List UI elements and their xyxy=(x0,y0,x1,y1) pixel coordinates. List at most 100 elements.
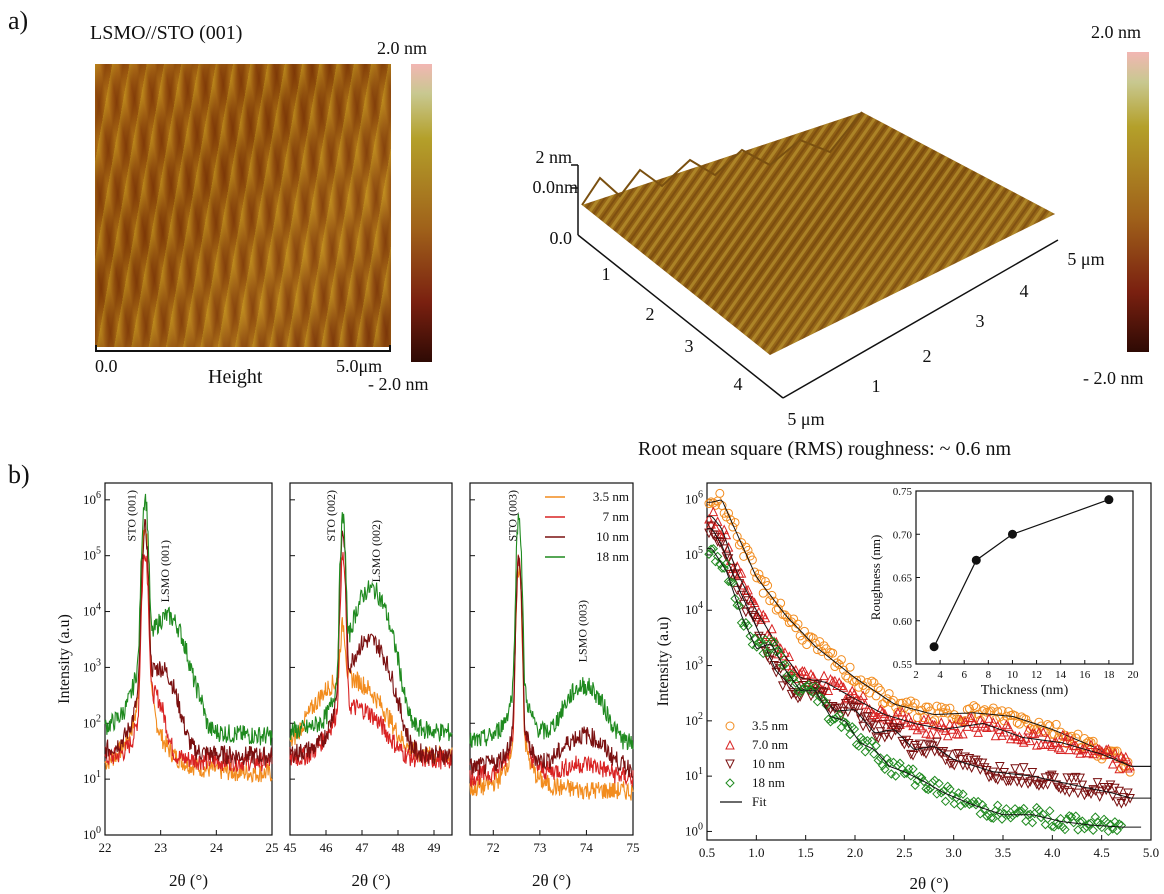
data-point xyxy=(977,758,988,769)
roughness-point xyxy=(1104,495,1114,505)
data-point xyxy=(725,577,736,587)
data-point xyxy=(971,755,981,766)
data-point xyxy=(1049,737,1059,748)
data-point xyxy=(717,563,727,573)
data-point xyxy=(819,695,829,706)
data-point xyxy=(1114,786,1125,797)
data-point xyxy=(1110,747,1120,758)
data-point xyxy=(1049,773,1059,783)
data-point xyxy=(967,710,977,720)
data-point xyxy=(1114,819,1124,829)
data-point xyxy=(825,673,836,684)
data-point xyxy=(823,685,834,695)
data-point xyxy=(1103,743,1114,754)
data-point xyxy=(845,662,855,672)
data-point xyxy=(993,707,1003,717)
data-point xyxy=(769,596,779,606)
xrd-series-line xyxy=(104,554,273,772)
data-point xyxy=(1120,751,1131,762)
data-point xyxy=(825,717,836,727)
y-tick-label: 0.75 xyxy=(893,486,913,498)
data-point xyxy=(1057,729,1068,740)
x-tick-label: 48 xyxy=(392,840,405,855)
data-point xyxy=(908,764,918,774)
data-point xyxy=(914,739,925,750)
data-point xyxy=(1025,777,1036,787)
data-point xyxy=(736,590,747,601)
fit-line xyxy=(707,528,1151,799)
y-tick-label: 106 xyxy=(685,490,703,507)
peak-annotation: STO (002) xyxy=(324,490,338,541)
data-point xyxy=(817,686,827,697)
data-point xyxy=(832,712,842,722)
data-point xyxy=(936,717,947,727)
data-point xyxy=(1107,758,1118,769)
data-point xyxy=(1036,721,1046,731)
data-point xyxy=(799,626,809,636)
data-point xyxy=(966,763,977,774)
data-point xyxy=(1045,721,1055,731)
data-point xyxy=(840,699,851,709)
x-axis-label: 2θ (°) xyxy=(169,871,208,890)
data-point xyxy=(925,729,936,739)
x-tick-label: 46 xyxy=(320,840,334,855)
data-point xyxy=(956,801,966,811)
data-point xyxy=(1001,719,1012,730)
y-tick-label: 105 xyxy=(83,546,101,563)
data-point xyxy=(751,611,762,622)
x-tick-label: 74 xyxy=(580,840,594,855)
data-point xyxy=(780,610,790,620)
data-point xyxy=(1073,825,1083,835)
data-point xyxy=(984,809,994,820)
data-point xyxy=(763,581,773,591)
colorbar1-min: - 2.0 nm xyxy=(368,374,429,394)
data-point xyxy=(1062,731,1072,741)
data-point xyxy=(721,558,732,569)
data-point xyxy=(860,712,871,723)
data-point xyxy=(958,789,968,799)
data-point xyxy=(773,661,784,672)
data-point xyxy=(1077,780,1088,791)
data-point xyxy=(888,757,899,768)
data-point xyxy=(955,755,966,765)
data-point xyxy=(1027,818,1038,828)
xrr-chart: 0.5 1.0 1.5 2.0 2.5 3.0 3.5 4.0 4.5 5.01001011021… xyxy=(655,482,1159,893)
data-point xyxy=(725,778,735,788)
data-point xyxy=(745,593,756,604)
data-point xyxy=(715,488,725,498)
data-point xyxy=(851,703,862,713)
y-tick-label: 102 xyxy=(83,713,101,730)
data-point xyxy=(843,722,853,732)
afm-3d-axis-labels: 2 nm 0.0nm 0.0 1 2 3 4 5 μm 1 2 3 4 5 μm xyxy=(532,147,1104,429)
data-point xyxy=(921,749,931,759)
data-point xyxy=(849,724,860,734)
data-point xyxy=(999,726,1009,737)
data-point xyxy=(995,762,1005,772)
data-point xyxy=(877,706,888,717)
x-tick-label: 3.5 xyxy=(995,845,1011,860)
data-point xyxy=(847,675,857,685)
x-tick-label: 47 xyxy=(356,840,370,855)
data-point xyxy=(1084,747,1094,758)
y-axis-label: Intensity (a.u) xyxy=(655,617,672,707)
data-point xyxy=(1062,773,1072,784)
data-point xyxy=(1055,744,1066,754)
y-tick-label: 100 xyxy=(83,825,101,842)
data-point xyxy=(771,646,781,657)
data-point xyxy=(1101,816,1111,827)
sample-title: LSMO//STO (001) xyxy=(90,22,243,44)
fit-line xyxy=(707,499,1151,767)
data-point xyxy=(741,585,751,596)
data-point xyxy=(1040,773,1051,784)
data-point xyxy=(704,499,714,509)
data-point xyxy=(903,764,914,774)
data-point xyxy=(1068,783,1079,793)
data-point xyxy=(736,567,747,578)
data-point xyxy=(1012,808,1022,818)
data-point xyxy=(971,800,981,810)
data-point xyxy=(1014,773,1025,783)
x-tick-label: 72 xyxy=(487,840,500,855)
data-point xyxy=(882,753,892,764)
x-tick-label: 75 xyxy=(627,840,640,855)
data-point xyxy=(912,713,922,723)
